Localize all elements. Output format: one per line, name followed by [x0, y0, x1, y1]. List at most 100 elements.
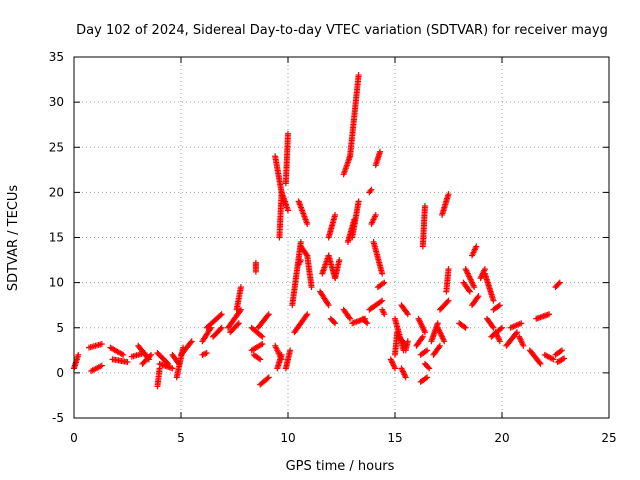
data-point: [380, 280, 387, 287]
y-tick-label: 0: [56, 366, 64, 380]
data-point: [462, 324, 469, 331]
y-tick-label: 25: [49, 140, 64, 154]
data-point: [218, 311, 225, 318]
data-point: [445, 297, 452, 304]
data-point: [403, 309, 410, 316]
data-point: [497, 325, 504, 332]
data-point: [436, 344, 443, 351]
data-point: [332, 320, 339, 327]
data-point: [257, 356, 264, 363]
data-point: [561, 355, 568, 362]
data-point: [404, 311, 411, 318]
data-point: [404, 338, 411, 345]
data-point: [461, 323, 468, 330]
data-point: [495, 303, 502, 310]
data-point: [336, 257, 343, 264]
data-point: [148, 351, 155, 358]
x-tick-label: 25: [601, 431, 616, 445]
x-tick-label: 20: [494, 431, 509, 445]
data-point: [475, 293, 482, 300]
data-point: [237, 307, 244, 314]
data-point: [257, 341, 264, 348]
data-point: [436, 342, 443, 349]
data-point: [392, 365, 398, 372]
data-point: [98, 340, 105, 347]
data-point: [98, 362, 105, 369]
data-point: [537, 360, 544, 367]
data-point: [557, 348, 564, 355]
x-tick-label: 5: [177, 431, 185, 445]
x-tick-label: 10: [280, 431, 295, 445]
data-point: [325, 302, 332, 309]
data-point: [237, 284, 244, 291]
data-point: [324, 300, 331, 307]
data-point: [372, 211, 379, 218]
data-point: [426, 365, 433, 372]
y-tick-label: 5: [56, 321, 64, 335]
y-axis-label: SDTVAR / TECUs: [6, 185, 21, 292]
data-point: [381, 279, 388, 286]
data-point: [418, 335, 425, 342]
data-point: [217, 312, 224, 319]
data-point: [278, 351, 285, 358]
data-point: [259, 340, 266, 347]
data-point: [499, 324, 505, 331]
data-point: [465, 287, 472, 294]
data-point: [556, 279, 563, 286]
data-point: [355, 72, 362, 79]
data-point: [367, 188, 374, 195]
chart-title: Day 102 of 2024, Sidereal Day-to-day VTE…: [76, 23, 608, 38]
y-axis-ticks: -5 0 5 10 15 20 25 30 35: [49, 50, 609, 425]
data-point: [546, 311, 553, 318]
y-tick-label: 15: [49, 231, 64, 245]
data-point: [297, 257, 304, 264]
data-point: [264, 375, 271, 382]
data-point: [234, 321, 241, 328]
data-points: [71, 72, 568, 390]
data-point: [120, 351, 127, 358]
data-point: [188, 338, 195, 345]
data-point: [304, 311, 311, 318]
data-point: [258, 332, 265, 339]
data-point: [422, 348, 429, 355]
x-axis-ticks: 0 5 10 15 20 25: [70, 57, 617, 445]
data-point: [520, 342, 527, 349]
data-point: [252, 259, 259, 266]
data-point: [377, 148, 384, 155]
data-point: [496, 338, 503, 345]
data-point: [331, 319, 338, 326]
data-point: [466, 288, 473, 295]
data-point: [368, 186, 375, 193]
data-point: [377, 298, 384, 305]
data-point: [187, 339, 194, 346]
data-point: [489, 323, 496, 330]
x-tick-label: 0: [70, 431, 78, 445]
data-point: [379, 270, 386, 277]
data-point: [518, 320, 525, 327]
data-point: [421, 329, 428, 336]
data-point: [422, 375, 429, 382]
data-point: [550, 356, 557, 363]
y-tick-label: 35: [49, 50, 64, 64]
data-point: [169, 365, 176, 372]
y-tick-label: 20: [49, 185, 64, 199]
x-tick-label: 15: [387, 431, 402, 445]
data-point: [264, 312, 271, 319]
data-point: [217, 325, 224, 332]
data-point: [255, 355, 262, 362]
data-point: [471, 284, 478, 291]
data-point: [200, 351, 207, 358]
data-point: [203, 350, 210, 357]
y-tick-label: -5: [52, 411, 64, 425]
data-point: [124, 359, 131, 366]
data-point: [332, 211, 339, 218]
data-point: [536, 359, 543, 366]
data-point: [303, 251, 310, 258]
x-axis-label: GPS time / hours: [286, 459, 395, 474]
y-tick-label: 10: [49, 276, 64, 290]
data-point: [285, 130, 291, 137]
data-point: [381, 311, 388, 318]
data-point: [379, 297, 386, 304]
data-point: [287, 347, 294, 354]
